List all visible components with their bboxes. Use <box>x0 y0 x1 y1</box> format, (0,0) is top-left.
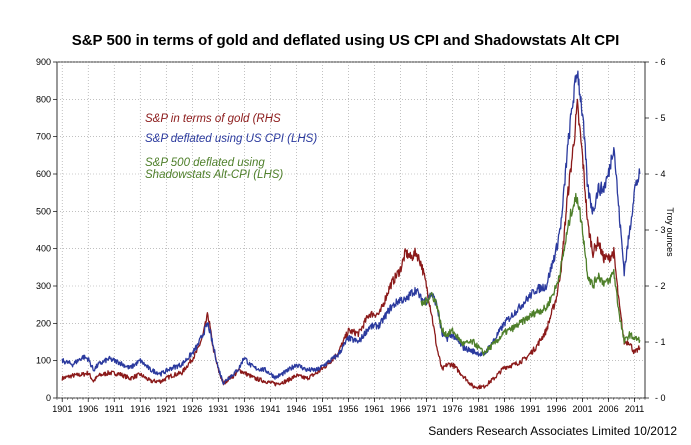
series-line-0 <box>61 98 641 390</box>
y-tick-label: 200 <box>36 318 51 328</box>
y2-tick-label: - 2 <box>655 281 666 291</box>
x-tick-label: 1971 <box>416 404 436 414</box>
series-layer <box>61 70 641 390</box>
legend-label-1: S&P deflated using US CPI (LHS) <box>145 133 317 145</box>
x-tick-label: 1936 <box>234 404 254 414</box>
x-tick-label: 1926 <box>182 404 202 414</box>
x-tick-label: 2006 <box>599 404 619 414</box>
x-tick-label: 1921 <box>156 404 176 414</box>
y2-tick-label: - 6 <box>655 57 666 67</box>
y2-tick-label: - 3 <box>655 225 666 235</box>
y2-tick-label: - 4 <box>655 169 666 179</box>
legend-layer: S&P in terms of gold (RHS S&P deflated us… <box>145 113 317 181</box>
y-tick-label: 300 <box>36 281 51 291</box>
x-tick-label: 1986 <box>494 404 514 414</box>
x-tick-label: 1901 <box>52 404 72 414</box>
x-tick-label: 1916 <box>130 404 150 414</box>
x-tick-label: 1956 <box>338 404 358 414</box>
x-tick-label: 1996 <box>547 404 567 414</box>
legend-label-2: Shadowstats Alt-CPI (LHS) <box>145 169 283 181</box>
y-tick-label: 400 <box>36 244 51 254</box>
y-tick-label: 800 <box>36 94 51 104</box>
x-tick-label: 1951 <box>312 404 332 414</box>
x-tick-label: 1966 <box>390 404 410 414</box>
y-tick-label: 100 <box>36 356 51 366</box>
x-tick-label: 1961 <box>364 404 384 414</box>
y-tick-label: 600 <box>36 169 51 179</box>
x-tick-label: 1981 <box>468 404 488 414</box>
credit-text: Sanders Research Associates Limited 10/2… <box>428 424 677 438</box>
legend-label-2: S&P 500 deflated using <box>145 157 265 169</box>
y2-tick-label: - 0 <box>655 393 666 403</box>
x-tick-label: 2011 <box>625 404 644 414</box>
series-line-2 <box>420 192 641 357</box>
x-tick-label: 2001 <box>573 404 593 414</box>
x-tick-label: 1941 <box>260 404 280 414</box>
y-tick-label: 0 <box>46 393 51 403</box>
x-tick-label: 1991 <box>521 404 541 414</box>
legend-label-0: S&P in terms of gold (RHS <box>145 113 281 125</box>
x-tick-label: 1946 <box>286 404 306 414</box>
chart-title: S&P 500 in terms of gold and deflated us… <box>71 32 620 49</box>
grid-layer <box>57 61 645 399</box>
x-tick-label: 1931 <box>208 404 228 414</box>
y2-tick-label: - 5 <box>655 113 666 123</box>
y-tick-label: 500 <box>36 206 51 216</box>
x-tick-label: 1976 <box>442 404 462 414</box>
y-tick-label: 900 <box>36 57 51 67</box>
y-tick-label: 700 <box>36 132 51 142</box>
x-tick-label: 1911 <box>105 404 124 414</box>
series-line-1 <box>61 70 641 385</box>
y2-axis-label: Troy ounces <box>665 207 675 257</box>
y2-tick-label: - 1 <box>655 337 666 347</box>
axis-layer: 1901 1906 1911 1916 1921 1926 1931 1936 1941 1946… <box>36 57 666 414</box>
x-tick-label: 1906 <box>78 404 98 414</box>
